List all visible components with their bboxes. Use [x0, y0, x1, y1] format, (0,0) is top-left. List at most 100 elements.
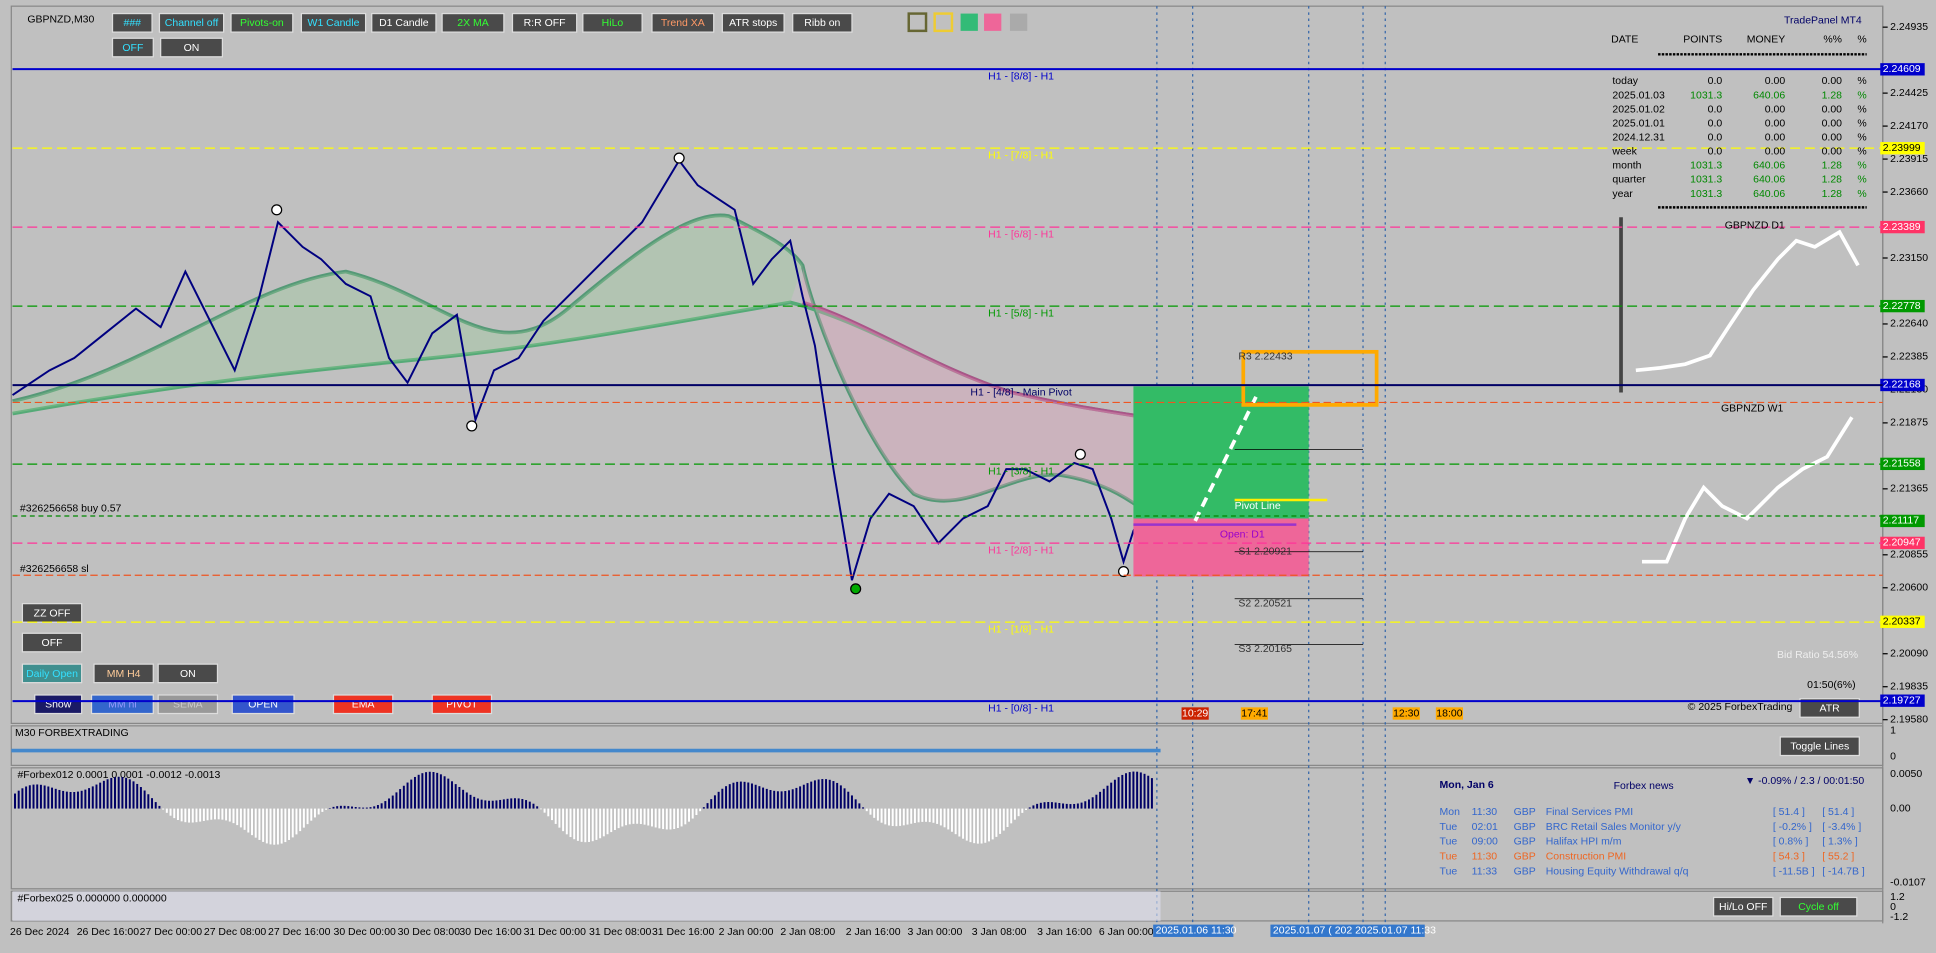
button-label[interactable]: Ribb on	[804, 18, 840, 29]
time-label: 2 Jan 00:00	[719, 927, 774, 938]
button-label[interactable]: Pivots-on	[240, 18, 284, 29]
button-label[interactable]: ATR stops	[729, 18, 777, 29]
pivot-label: Open: D1	[1220, 529, 1265, 540]
button-label[interactable]: Cycle off	[1798, 902, 1839, 913]
button[interactable]	[371, 12, 437, 33]
button[interactable]	[1779, 736, 1860, 757]
indicator-scale: 1	[1890, 726, 1896, 737]
panel-cell: 2025.01.01	[1612, 118, 1665, 129]
panel-cell: %	[1857, 76, 1866, 87]
time-label: 31 Dec 08:00	[589, 927, 652, 938]
button[interactable]	[721, 12, 785, 33]
panel-cell: 0.00	[1822, 104, 1843, 115]
time-highlight	[1270, 924, 1425, 937]
price-tag-label: 2.20947	[1883, 538, 1921, 549]
button[interactable]	[21, 663, 83, 684]
button[interactable]	[300, 12, 367, 33]
button[interactable]	[1779, 896, 1858, 917]
button[interactable]	[582, 12, 643, 33]
news-cell: 11:30	[1472, 807, 1498, 818]
button-label[interactable]: MM hi	[108, 700, 137, 711]
news-cell: Tue	[1440, 837, 1458, 848]
news-cell: [ 54.3 ]	[1773, 851, 1805, 862]
button-label[interactable]: ###	[124, 18, 142, 29]
button[interactable]	[1712, 896, 1774, 917]
button-label[interactable]: Daily Open	[26, 669, 78, 680]
news-cell: GBP	[1514, 837, 1536, 848]
button-label[interactable]: OFF	[122, 43, 143, 54]
button-label[interactable]: OPEN	[248, 700, 278, 711]
time-label: 30 Dec 08:00	[398, 927, 461, 938]
button-label[interactable]: 2X MA	[457, 18, 488, 29]
price-tick-label: 2.24425	[1890, 88, 1928, 99]
button[interactable]	[431, 694, 493, 715]
button-label[interactable]: Toggle Lines	[1790, 742, 1849, 753]
pivot-label: S2 2.20521	[1238, 598, 1292, 609]
button[interactable]	[651, 12, 715, 33]
news-cell: [ -14.7B ]	[1822, 866, 1865, 877]
button-label[interactable]: ON	[184, 43, 200, 54]
pivot-lines	[1234, 448, 1364, 645]
button-label[interactable]: Trend XA	[661, 18, 705, 29]
panel-cell: 0.00	[1765, 133, 1786, 144]
price-tick-label: 2.23660	[1890, 187, 1928, 198]
button[interactable]	[157, 663, 219, 684]
panel-cell: quarter	[1612, 175, 1646, 186]
zigzag-points	[271, 152, 1130, 595]
button-label[interactable]: Show	[45, 700, 72, 711]
price-tick-label: 2.20855	[1890, 550, 1928, 561]
indicator-scale: 0.00	[1890, 803, 1911, 814]
button[interactable]	[21, 632, 83, 653]
time-label: 31 Dec 00:00	[524, 927, 587, 938]
button-label[interactable]: Hi/Lo OFF	[1719, 902, 1767, 913]
button[interactable]	[34, 694, 83, 715]
time-label: 3 Jan 08:00	[972, 927, 1027, 938]
button[interactable]	[230, 12, 294, 33]
indicator-scale: 1.2	[1890, 892, 1905, 903]
button-label[interactable]: W1 Candle	[308, 18, 360, 29]
button[interactable]	[111, 37, 154, 58]
indicator-label: #Forbex012 0.0001 0.0001 -0.0012 -0.0013	[17, 770, 220, 781]
button[interactable]	[158, 12, 225, 33]
news-cell: 11:33	[1472, 866, 1498, 877]
mini-chart-title: GBPNZD D1	[1725, 221, 1785, 232]
indicator-scale: 0.0050	[1890, 769, 1922, 780]
button-label[interactable]: R:R OFF	[524, 18, 566, 29]
button-label[interactable]: HiLo	[602, 18, 624, 29]
price-tag	[1880, 63, 1925, 76]
level-label: H1 - [2/8] - H1	[988, 545, 1054, 556]
button[interactable]	[157, 694, 219, 715]
news-cell: [ 51.4 ]	[1822, 807, 1854, 818]
panel-cell: 0.00	[1822, 147, 1843, 158]
button-label[interactable]: MM H4	[107, 669, 141, 680]
price-tag	[1880, 514, 1925, 528]
button-label[interactable]: EMA	[352, 700, 375, 711]
button[interactable]	[511, 12, 578, 33]
panel-cell: 0.00	[1765, 104, 1786, 115]
button-label[interactable]: ON	[180, 669, 196, 680]
button-label[interactable]: ZZ OFF	[34, 608, 71, 619]
panel-cell: 1031.3	[1690, 90, 1722, 101]
button-label[interactable]: Channel off	[165, 18, 219, 29]
button[interactable]	[1799, 698, 1860, 718]
button[interactable]	[93, 663, 154, 684]
news-cell: GBP	[1514, 822, 1536, 833]
button-label[interactable]: OFF	[42, 638, 63, 649]
panel-cell: 0.0	[1708, 104, 1723, 115]
news-cell: 02:01	[1472, 822, 1498, 833]
panel-cell: 2024.12.31	[1612, 133, 1665, 144]
news-cell: [ -3.4% ]	[1822, 822, 1861, 833]
button-label[interactable]: D1 Candle	[379, 18, 429, 29]
button[interactable]	[160, 37, 224, 58]
button-label[interactable]: ATR	[1820, 703, 1841, 714]
button[interactable]	[90, 694, 154, 715]
button[interactable]	[332, 694, 394, 715]
button-label[interactable]: SEMA	[173, 700, 203, 711]
panel-cell: 0.00	[1765, 76, 1786, 87]
button[interactable]	[441, 12, 505, 33]
news-title: Forbex news	[1614, 781, 1674, 792]
button[interactable]	[111, 12, 153, 33]
button-label[interactable]: PIVOT	[446, 700, 478, 711]
button[interactable]	[792, 12, 853, 33]
button[interactable]	[231, 694, 295, 715]
